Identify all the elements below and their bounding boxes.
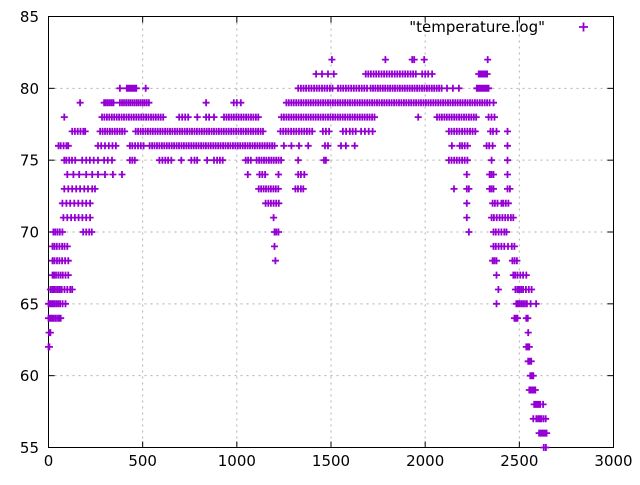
scatter-row-t66 <box>46 286 536 293</box>
x-tick-label: 0 <box>44 452 54 470</box>
y-axis-tick-labels: 55 60 65 70 75 80 85 <box>20 8 39 457</box>
scatter-row-t70 <box>49 228 510 236</box>
grid-lines <box>48 16 614 448</box>
scatter-row-t74 <box>63 171 511 178</box>
y-tick-label: 70 <box>20 224 39 242</box>
scatter-row-t61 <box>524 357 535 365</box>
scatter-row-t65 <box>45 300 540 308</box>
scatter-row-t71 <box>59 214 517 222</box>
legend-plus-marker-icon <box>579 22 588 32</box>
scatter-row-t62 <box>45 343 533 351</box>
y-tick-label: 85 <box>20 8 39 26</box>
y-tick-label: 60 <box>20 367 39 385</box>
scatter-row-t64 <box>45 314 532 322</box>
scatter-row-t58 <box>530 400 547 408</box>
scatter-row-t69 <box>49 242 518 250</box>
legend-label: "temperature.log" <box>409 18 545 36</box>
axis-ticks <box>48 16 614 448</box>
x-axis-tick-labels: 0 500 1000 1500 2000 2500 3000 <box>44 452 633 470</box>
legend: "temperature.log" <box>409 18 588 36</box>
y-tick-label: 80 <box>20 80 39 98</box>
x-tick-label: 2500 <box>500 452 538 470</box>
scatter-row-t75 <box>60 156 511 164</box>
scatter-row-t56 <box>535 429 551 437</box>
scatter-row-t80 <box>116 84 493 92</box>
scatter-row-t82 <box>328 56 492 64</box>
scatter-row-t73 <box>60 185 514 193</box>
scatter-row-t79 <box>76 99 497 107</box>
scatter-row-t81 <box>312 70 491 78</box>
scatter-row-t78 <box>60 113 498 121</box>
scatter-row-t60 <box>526 372 537 380</box>
scatter-row-t68 <box>49 257 521 265</box>
x-tick-label: 1500 <box>312 452 350 470</box>
scatter-row-t72 <box>58 199 512 207</box>
data-points <box>45 56 551 451</box>
x-tick-label: 3000 <box>594 452 632 470</box>
scatter-row-t63 <box>45 329 532 337</box>
y-tick-label: 55 <box>20 439 39 457</box>
scatter-row-t76 <box>55 142 511 150</box>
scatter-row-t57 <box>529 415 550 423</box>
x-tick-label: 1000 <box>218 452 256 470</box>
y-tick-label: 65 <box>20 295 39 313</box>
scatter-row-t55 <box>540 444 550 451</box>
x-tick-label: 500 <box>128 452 157 470</box>
scatter-row-t67 <box>49 271 530 279</box>
y-tick-label: 75 <box>20 152 39 170</box>
scatter-row-t77 <box>68 127 511 135</box>
x-tick-label: 2000 <box>406 452 444 470</box>
scatter-row-t59 <box>525 386 539 394</box>
